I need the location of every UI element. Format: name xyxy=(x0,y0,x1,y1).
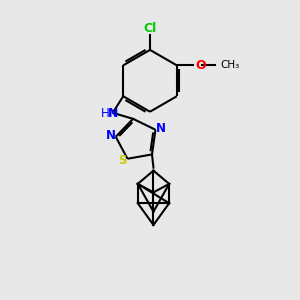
Text: N: N xyxy=(108,106,119,119)
Text: O: O xyxy=(195,59,206,72)
Text: N: N xyxy=(156,122,166,135)
Text: Cl: Cl xyxy=(143,22,157,35)
Text: N: N xyxy=(106,129,116,142)
Text: S: S xyxy=(118,154,126,167)
Text: H: H xyxy=(101,106,110,119)
Text: CH₃: CH₃ xyxy=(220,60,239,70)
